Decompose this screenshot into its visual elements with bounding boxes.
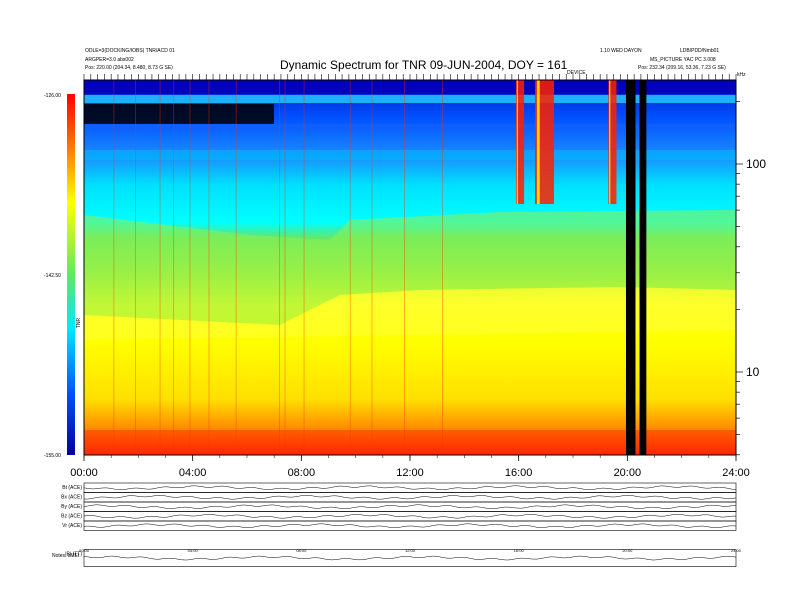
header-right-line2: MS_PICTURE YAC PC 3.008 [650, 57, 716, 63]
x-tick-label: 12:00 [396, 467, 424, 479]
panel-trace [83, 495, 737, 500]
x-tick-label: 04:00 [179, 467, 207, 479]
header-right-line3: Pos: 232.34 (209.16, 53.36, 7.23 G SE) [638, 65, 726, 71]
panel-label: Bt (ACE) [62, 485, 82, 491]
burst-edge-2 [609, 80, 611, 204]
burst-edge-0 [516, 80, 518, 204]
header-left-line1: ODLE=3(DOCKING/IOBS) TNR/ACD 01 [85, 48, 175, 54]
panel-trace [83, 504, 737, 509]
radio-bursts [113, 80, 617, 455]
spectrogram-yellow-band [84, 287, 736, 340]
panel-frame [83, 492, 737, 503]
line-panels: Bt (ACE) Bx (ACE) By (ACE) Bz (ACE) Vr (ACE)… [61, 482, 742, 567]
panel-x-tick-label: 12:00 [405, 548, 416, 553]
panel-x-tick-label: 08:00 [296, 548, 307, 553]
burst-2 [608, 80, 617, 204]
spectrogram-band-mid [84, 124, 736, 130]
spectrogram-band-cyan1 [84, 95, 736, 103]
x-tick-label: 08:00 [288, 467, 316, 479]
footer-notes: Notes: sMEt [52, 553, 80, 559]
y-axis: 10 100 [736, 101, 766, 456]
x-tick-label: 00:00 [70, 467, 98, 479]
header-right-line1: 1.10 WED DAYON [600, 48, 642, 54]
colorbar-mid-label: -142.50 [44, 273, 61, 279]
burst-0 [515, 80, 525, 204]
chart-title: Dynamic Spectrum for TNR 09-JUN-2004, DO… [280, 58, 568, 72]
panel-x-tick-label: 16:00 [514, 548, 525, 553]
panel-trace [83, 523, 737, 528]
y-tick-label: 100 [746, 157, 766, 171]
data-gaps [625, 80, 647, 455]
panel-trace [83, 555, 737, 561]
spectrogram-red-band [84, 430, 736, 455]
panel-frame [83, 501, 737, 512]
colorbar [67, 94, 75, 455]
panel-trace [83, 485, 737, 490]
panel-label: |B| (TT) [65, 552, 82, 558]
panel-x-tick-label: 00:00 [79, 548, 90, 553]
panel-trace [83, 514, 736, 519]
y-tick-label: 10 [746, 365, 760, 379]
panel-frame [83, 549, 737, 567]
data-gap-1 [639, 80, 647, 455]
panel-label: Bx (ACE) [61, 495, 82, 501]
spectrogram-band-dark [84, 104, 274, 124]
header-right-top: LDB/PDD/Nmb01 [680, 48, 720, 54]
colorbar-min-label: -155.00 [44, 453, 61, 459]
burst-edge-1 [536, 80, 540, 204]
x-tick-label: 24:00 [722, 467, 750, 479]
header-left-line2: ARGPER=3.0 abs002 [85, 57, 134, 63]
spectrogram-band-cyan2 [84, 150, 736, 160]
panel-label: Vr (ACE) [62, 523, 82, 529]
data-gap-0 [625, 80, 636, 455]
panel-x-tick-label: 04:00 [188, 548, 199, 553]
header-mid-label: DEVICE [567, 70, 586, 76]
x-tick-label: 16:00 [505, 467, 533, 479]
panel-frame [83, 511, 737, 522]
x-tick-label: 20:00 [614, 467, 642, 479]
panel-x-tick-label: 24:00 [731, 548, 742, 553]
y-unit-label: kHz [737, 72, 746, 78]
panel-x-tick-label: 20:00 [622, 548, 633, 553]
top-minor-ticks [83, 74, 737, 80]
colorbar-max-label: -126.00 [44, 93, 61, 99]
x-axis: 00:00 04:00 08:00 12:00 16:00 20:00 24:00 [70, 455, 750, 479]
panel-label: By (ACE) [61, 504, 82, 510]
panel-label: Bz (ACE) [61, 514, 82, 520]
spectrogram-green-band [84, 210, 736, 325]
spectrogram [84, 80, 736, 455]
spectrogram-band-top [84, 80, 736, 94]
header-left-line3: Pos: 220.00 (204.34, 8.480, 8.73 G SE) [85, 65, 173, 71]
